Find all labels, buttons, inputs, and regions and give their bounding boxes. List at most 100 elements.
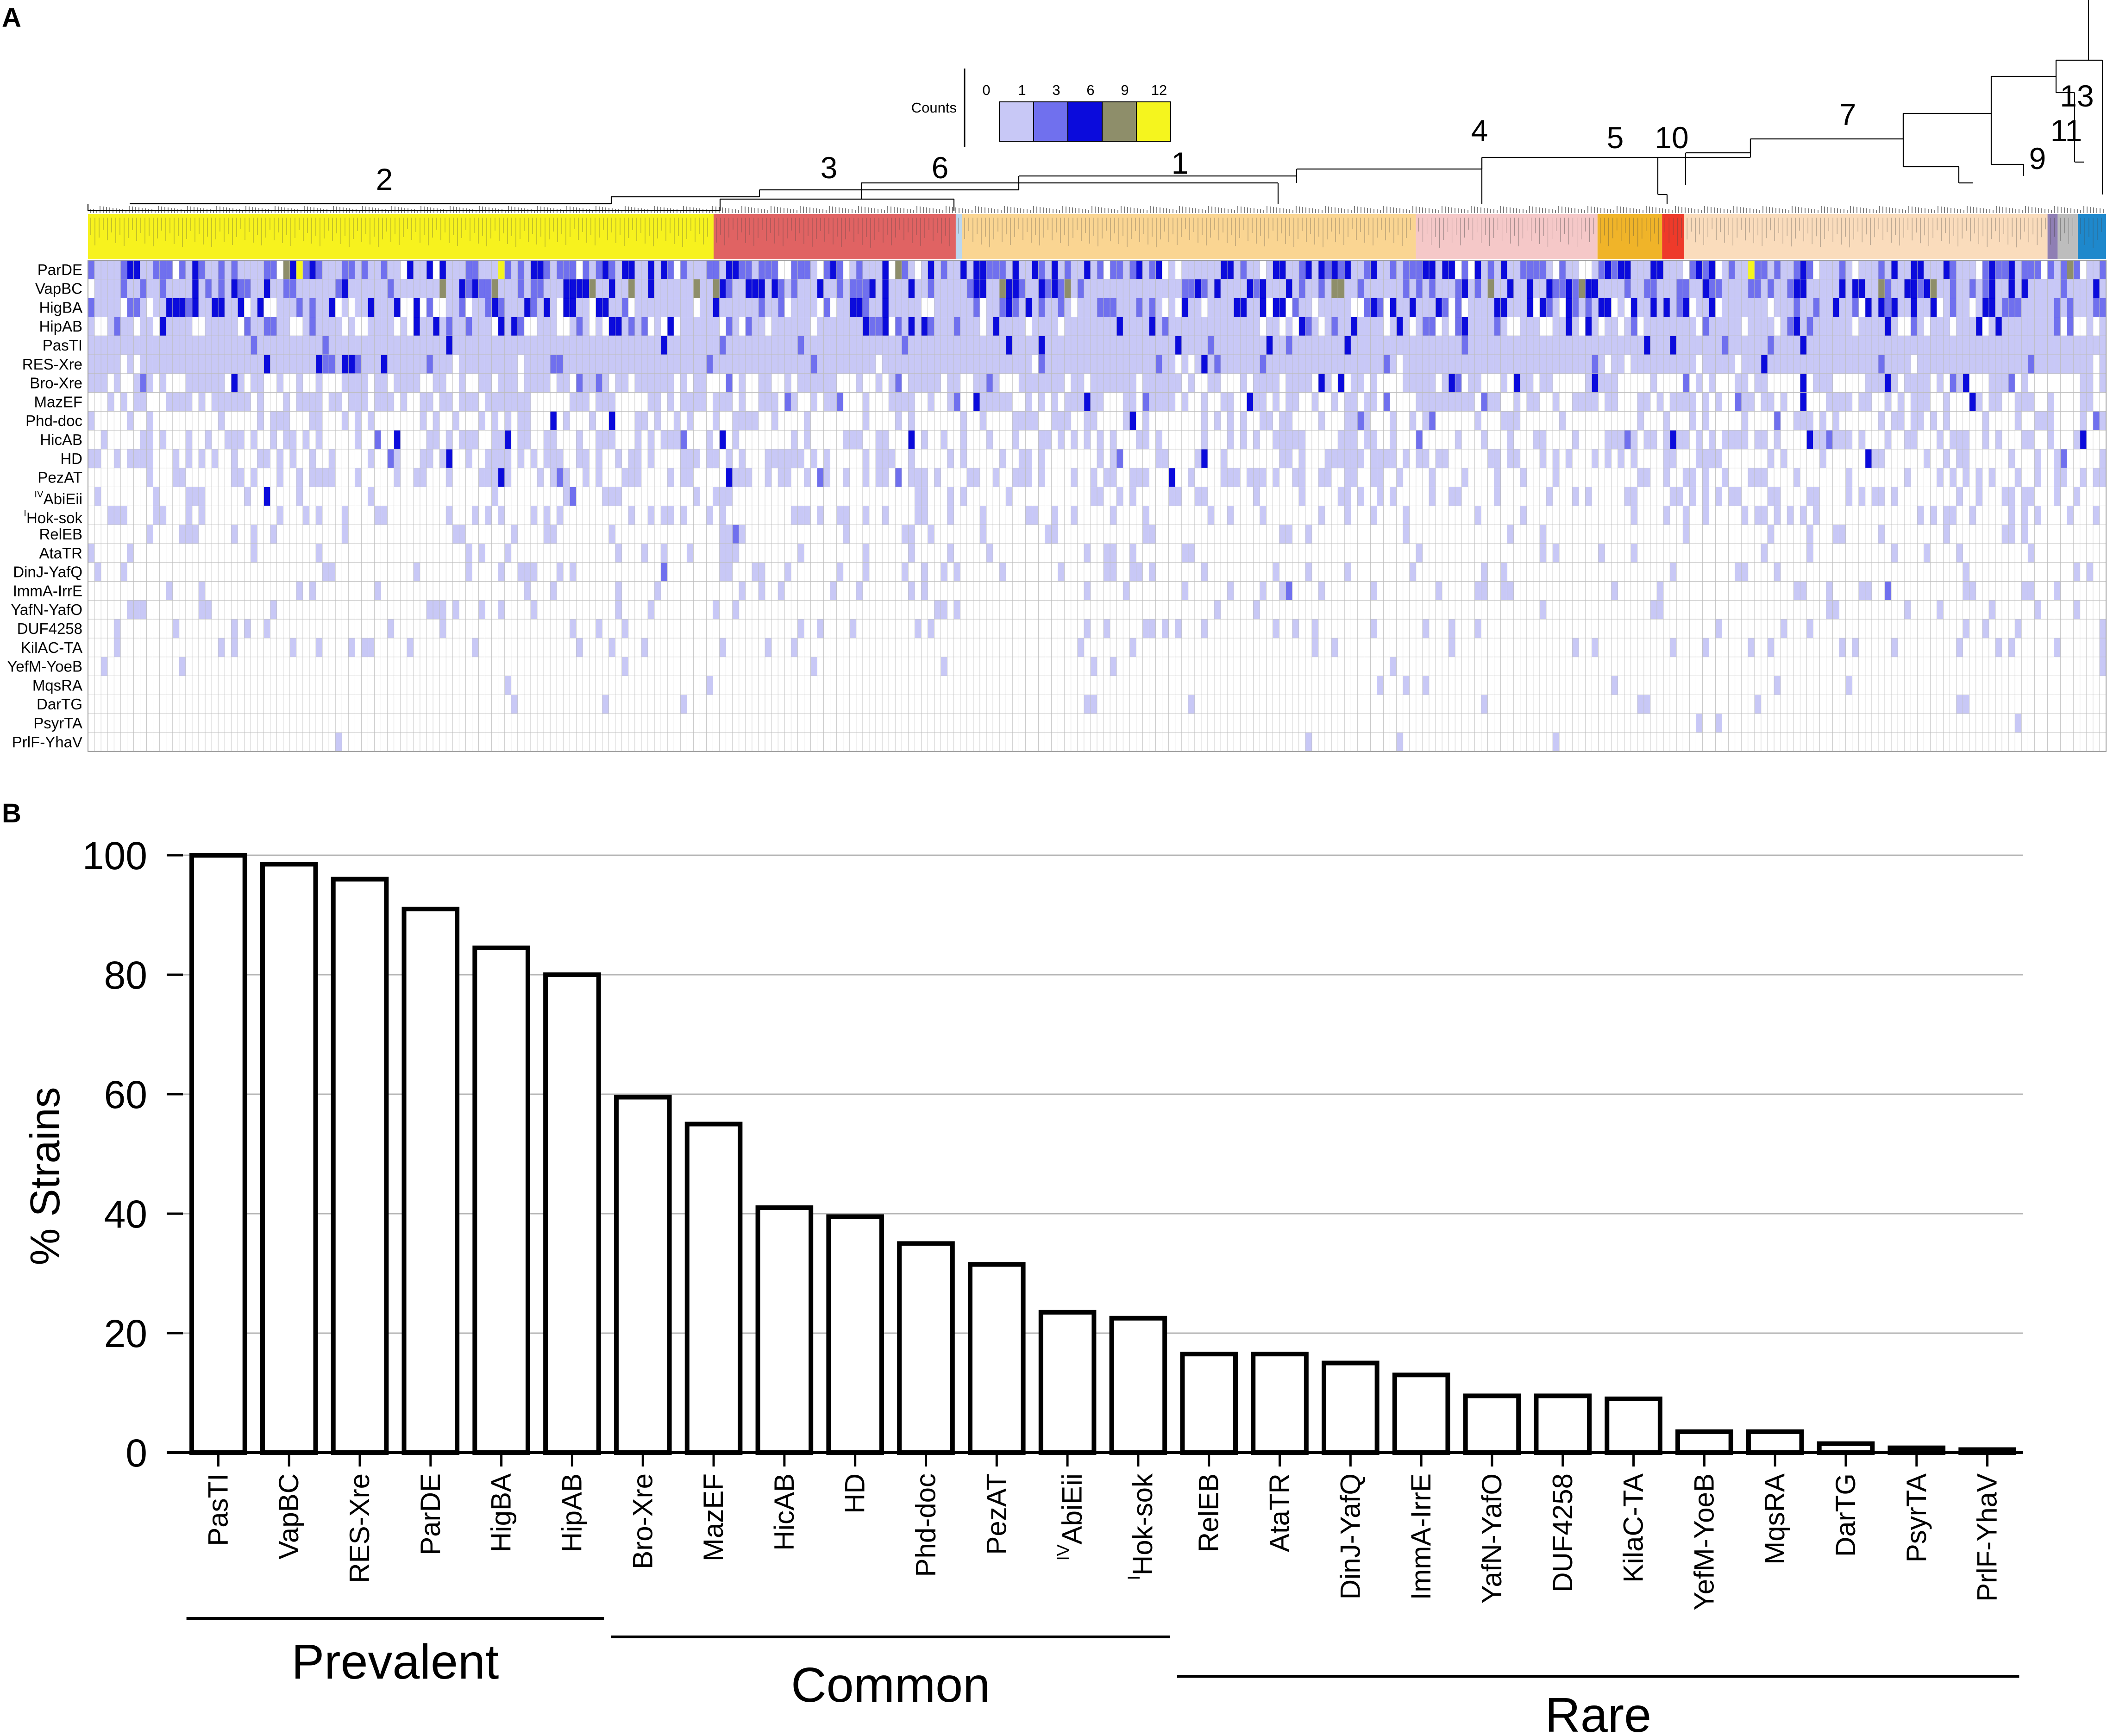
heatmap-cell [387,279,395,298]
heatmap-cell [1467,449,1475,469]
heatmap-cell [1103,279,1110,298]
heatmap-cell [2054,430,2061,450]
heatmap-cell [1682,279,1690,298]
heatmap-cell [1552,411,1560,431]
heatmap-cell [1780,449,1787,469]
heatmap-cell [1214,468,1221,487]
heatmap-cell [1507,317,1514,336]
heatmap-cell [1064,335,1072,355]
heatmap-cell [1787,449,1794,469]
heatmap-cell [2027,392,2035,412]
heatmap-cell [413,487,420,506]
heatmap-cell [100,392,108,412]
heatmap-cell [1071,298,1078,317]
heatmap-cell [1097,260,1104,280]
heatmap-cell [1897,468,1905,487]
heatmap-cell [1865,411,1872,431]
heatmap-cell [1188,298,1195,317]
heatmap-cell [257,411,264,431]
heatmap-cell [1253,317,1260,336]
heatmap-cell [1656,354,1664,374]
heatmap-cell [1722,430,1729,450]
heatmap-cell [530,260,538,280]
heatmap-cell [315,430,323,450]
heatmap-cell [1142,392,1150,412]
heatmap-cell [875,298,883,317]
heatmap-cell [1845,373,1853,393]
heatmap-cell [1357,279,1365,298]
heatmap-cell [1767,411,1775,431]
heatmap-cell [263,373,271,393]
heatmap-cell [817,449,824,469]
heatmap-cell [667,260,674,280]
heatmap-cell [928,411,935,431]
heatmap-cell [862,373,870,393]
heatmap-cell [2014,373,2022,393]
heatmap-cell [407,354,414,374]
heatmap-cell [1429,260,1436,280]
heatmap-cell [836,449,844,469]
heatmap-cell [1611,449,1618,469]
heatmap-cell [1416,411,1423,431]
heatmap-cell [1194,317,1202,336]
heatmap-cell [1064,373,1072,393]
heatmap-cell [1058,392,1065,412]
heatmap-cell [133,411,141,431]
heatmap-cell [647,430,655,450]
heatmap-cell [1754,298,1762,317]
heatmap-cell [153,298,160,317]
heatmap-cell [830,298,837,317]
heatmap-cell [1767,317,1775,336]
heatmap-cell [569,468,577,487]
heatmap-cell [1467,392,1475,412]
heatmap-cell [1722,335,1729,355]
heatmap-cell [849,468,857,487]
heatmap-cell [270,354,277,374]
heatmap-cell [966,449,974,469]
heatmap-cell [465,373,473,393]
heatmap-cell [953,430,961,450]
heatmap-cell [1585,354,1593,374]
heatmap-cell [113,449,121,469]
heatmap-cell [1917,317,1925,336]
heatmap-cell [986,298,993,317]
heatmap-cell [869,373,876,393]
heatmap-cell [2067,373,2074,393]
heatmap-cell [2014,298,2022,317]
heatmap-cell [1507,392,1514,412]
heatmap-cell [361,317,369,336]
heatmap-cell [166,430,173,450]
heatmap-cell [1800,298,1807,317]
heatmap-cell [1526,279,1534,298]
heatmap-cell [2067,354,2074,374]
heatmap-cell [1051,468,1059,487]
heatmap-cell [1728,279,1736,298]
heatmap-cell [667,335,674,355]
heatmap-cell [556,430,564,450]
heatmap-cell [1005,260,1013,280]
heatmap-cell [237,335,245,355]
heatmap-cell [251,392,258,412]
heatmap-cell [1526,335,1534,355]
heatmap-cell [992,335,1000,355]
heatmap-cell [94,430,101,450]
heatmap-cell [1390,430,1397,450]
heatmap-cell [263,430,271,450]
heatmap-cell [283,279,290,298]
heatmap-cell [302,430,310,450]
heatmap-cell [1383,411,1391,431]
heatmap-cell [335,298,342,317]
heatmap-cell [1787,317,1794,336]
heatmap-cell [1741,430,1749,450]
heatmap-cell [361,335,369,355]
heatmap-cell [1337,411,1345,431]
heatmap-cell [1592,392,1599,412]
heatmap-cell [94,468,101,487]
heatmap-cell [322,298,329,317]
heatmap-cell [270,411,277,431]
heatmap-cell [1800,279,1807,298]
heatmap-cell [1715,298,1723,317]
heatmap-cell [1474,449,1482,469]
heatmap-cell [1656,430,1664,450]
heatmap-cell [485,279,492,298]
